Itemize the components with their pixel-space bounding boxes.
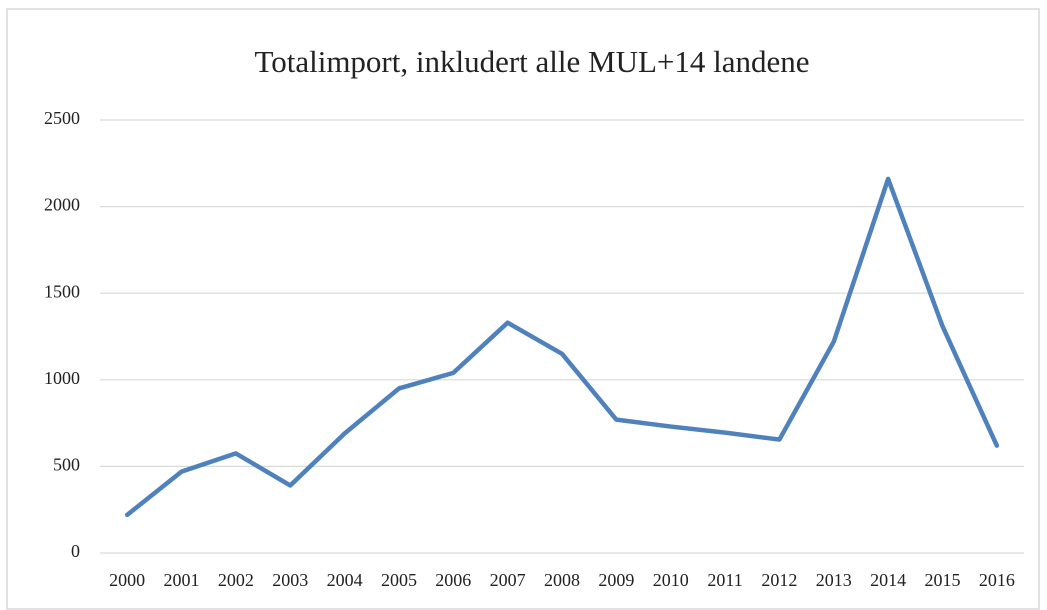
x-tick-label: 2009 <box>598 570 634 590</box>
data-line <box>124 176 1000 518</box>
x-tick-label: 2015 <box>924 570 960 590</box>
x-tick-label: 2013 <box>816 570 852 590</box>
x-tick-label: 2006 <box>435 570 471 590</box>
x-tick-label: 2011 <box>707 570 742 590</box>
x-tick-label: 2010 <box>653 570 689 590</box>
x-tick-label: 2005 <box>381 570 417 590</box>
y-tick-label: 1500 <box>44 281 80 301</box>
x-tick-label: 2008 <box>544 570 580 590</box>
x-tick-label: 2014 <box>870 570 906 590</box>
x-tick-label: 2002 <box>218 570 254 590</box>
x-tick-label: 2007 <box>490 570 526 590</box>
y-tick-label: 2500 <box>44 108 80 128</box>
chart-border <box>6 8 1040 610</box>
x-tick-label: 2016 <box>979 570 1015 590</box>
y-tick-label: 1000 <box>44 368 80 388</box>
x-tick-label: 2003 <box>272 570 308 590</box>
x-tick-label: 2004 <box>327 570 363 590</box>
x-tick-label: 2012 <box>761 570 797 590</box>
y-tick-label: 500 <box>53 455 80 475</box>
y-tick-label: 2000 <box>44 195 80 215</box>
x-tick-label: 2000 <box>109 570 145 590</box>
x-tick-label: 2001 <box>164 570 200 590</box>
y-tick-label: 0 <box>71 541 80 561</box>
chart-title: Totalimport, inkludert alle MUL+14 lande… <box>254 44 809 79</box>
